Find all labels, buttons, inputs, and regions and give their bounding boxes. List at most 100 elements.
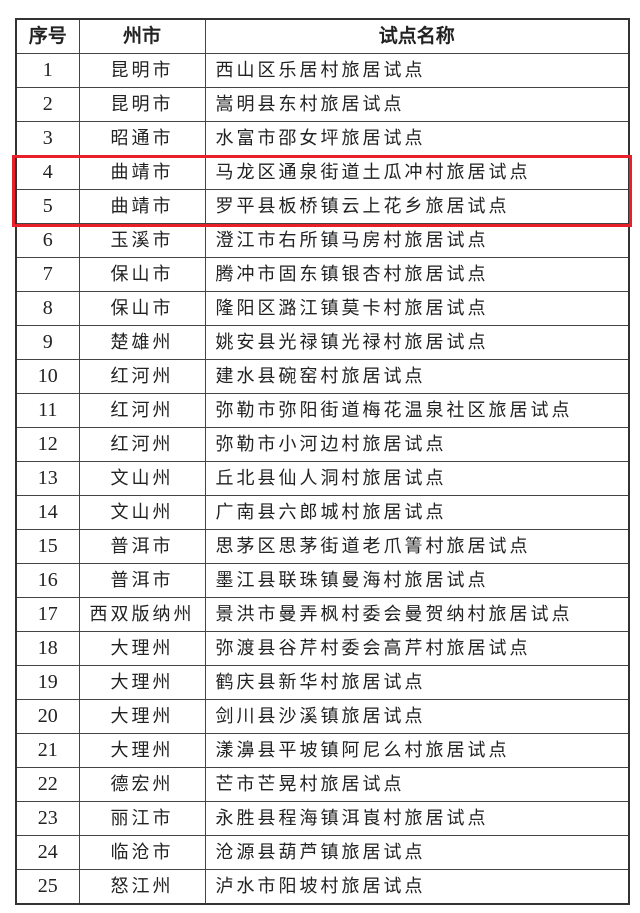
table-row: 23 丽江市 永胜县程海镇洱崀村旅居试点 (15, 801, 630, 836)
table-row: 5 曲靖市 罗平县板桥镇云上花乡旅居试点 (15, 189, 630, 224)
row-index: 12 (15, 427, 80, 462)
row-city: 大理州 (78, 665, 206, 700)
table-row: 14 文山州 广南县六郎城村旅居试点 (15, 495, 630, 530)
row-site-name: 腾冲市固东镇银杏村旅居试点 (204, 257, 630, 292)
table-row: 6 玉溪市 澄江市右所镇马房村旅居试点 (15, 223, 630, 258)
table-row: 10 红河州 建水县碗窑村旅居试点 (15, 359, 630, 394)
row-city: 怒江州 (78, 869, 206, 905)
row-site-name: 建水县碗窑村旅居试点 (204, 359, 630, 394)
row-site-name: 弥渡县谷芹村委会高芹村旅居试点 (204, 631, 630, 666)
row-city: 楚雄州 (78, 325, 206, 360)
row-site-name: 鹤庆县新华村旅居试点 (204, 665, 630, 700)
row-city: 曲靖市 (78, 189, 206, 224)
row-index: 9 (15, 325, 80, 360)
row-index: 4 (15, 155, 80, 190)
row-city: 红河州 (78, 393, 206, 428)
row-city: 普洱市 (78, 563, 206, 598)
row-site-name: 永胜县程海镇洱崀村旅居试点 (204, 801, 630, 836)
row-site-name: 剑川县沙溪镇旅居试点 (204, 699, 630, 734)
row-index: 1 (15, 53, 80, 88)
row-city: 红河州 (78, 427, 206, 462)
row-index: 18 (15, 631, 80, 666)
row-site-name: 芒市芒晃村旅居试点 (204, 767, 630, 802)
row-index: 13 (15, 461, 80, 496)
table-row: 8 保山市 隆阳区潞江镇莫卡村旅居试点 (15, 291, 630, 326)
row-index: 5 (15, 189, 80, 224)
row-city: 丽江市 (78, 801, 206, 836)
row-city: 临沧市 (78, 835, 206, 870)
row-city: 保山市 (78, 291, 206, 326)
row-index: 20 (15, 699, 80, 734)
table-row: 20 大理州 剑川县沙溪镇旅居试点 (15, 699, 630, 734)
row-index: 14 (15, 495, 80, 530)
row-site-name: 泸水市阳坡村旅居试点 (204, 869, 630, 905)
table-row: 7 保山市 腾冲市固东镇银杏村旅居试点 (15, 257, 630, 292)
pilot-sites-table: 序号 州市 试点名称 1 昆明市 西山区乐居村旅居试点 2 昆明市 嵩明县东村旅居试点 3 昭… (15, 18, 630, 905)
row-city: 大理州 (78, 631, 206, 666)
row-site-name: 广南县六郎城村旅居试点 (204, 495, 630, 530)
header-city: 州市 (78, 18, 206, 54)
row-site-name: 罗平县板桥镇云上花乡旅居试点 (204, 189, 630, 224)
row-city: 红河州 (78, 359, 206, 394)
header-index: 序号 (15, 18, 80, 54)
table-row: 15 普洱市 思茅区思茅街道老爪箐村旅居试点 (15, 529, 630, 564)
table-row: 17 西双版纳州 景洪市曼弄枫村委会曼贺纳村旅居试点 (15, 597, 630, 632)
table-row: 24 临沧市 沧源县葫芦镇旅居试点 (15, 835, 630, 870)
row-index: 25 (15, 869, 80, 905)
row-city: 昆明市 (78, 53, 206, 88)
row-site-name: 隆阳区潞江镇莫卡村旅居试点 (204, 291, 630, 326)
table-row: 2 昆明市 嵩明县东村旅居试点 (15, 87, 630, 122)
row-index: 22 (15, 767, 80, 802)
row-index: 6 (15, 223, 80, 258)
table-row: 18 大理州 弥渡县谷芹村委会高芹村旅居试点 (15, 631, 630, 666)
row-index: 24 (15, 835, 80, 870)
row-site-name: 嵩明县东村旅居试点 (204, 87, 630, 122)
row-city: 普洱市 (78, 529, 206, 564)
row-site-name: 漾濞县平坡镇阿尼么村旅居试点 (204, 733, 630, 768)
table-row: 19 大理州 鹤庆县新华村旅居试点 (15, 665, 630, 700)
row-site-name: 景洪市曼弄枫村委会曼贺纳村旅居试点 (204, 597, 630, 632)
row-index: 17 (15, 597, 80, 632)
row-city: 曲靖市 (78, 155, 206, 190)
row-city: 大理州 (78, 699, 206, 734)
row-index: 2 (15, 87, 80, 122)
row-city: 西双版纳州 (78, 597, 206, 632)
row-index: 8 (15, 291, 80, 326)
table-row: 9 楚雄州 姚安县光禄镇光禄村旅居试点 (15, 325, 630, 360)
row-index: 15 (15, 529, 80, 564)
row-site-name: 弥勒市弥阳街道梅花温泉社区旅居试点 (204, 393, 630, 428)
row-site-name: 弥勒市小河边村旅居试点 (204, 427, 630, 462)
table-row: 25 怒江州 泸水市阳坡村旅居试点 (15, 869, 630, 905)
table-row: 3 昭通市 水富市邵女坪旅居试点 (15, 121, 630, 156)
row-index: 23 (15, 801, 80, 836)
row-index: 21 (15, 733, 80, 768)
row-city: 大理州 (78, 733, 206, 768)
row-site-name: 沧源县葫芦镇旅居试点 (204, 835, 630, 870)
row-index: 10 (15, 359, 80, 394)
row-site-name: 思茅区思茅街道老爪箐村旅居试点 (204, 529, 630, 564)
table-row: 11 红河州 弥勒市弥阳街道梅花温泉社区旅居试点 (15, 393, 630, 428)
row-index: 16 (15, 563, 80, 598)
row-city: 玉溪市 (78, 223, 206, 258)
table-header-row: 序号 州市 试点名称 (15, 18, 630, 54)
row-city: 昆明市 (78, 87, 206, 122)
row-index: 3 (15, 121, 80, 156)
row-site-name: 墨江县联珠镇曼海村旅居试点 (204, 563, 630, 598)
row-city: 保山市 (78, 257, 206, 292)
row-site-name: 水富市邵女坪旅居试点 (204, 121, 630, 156)
table-row: 1 昆明市 西山区乐居村旅居试点 (15, 53, 630, 88)
row-city: 德宏州 (78, 767, 206, 802)
header-site-name: 试点名称 (204, 18, 630, 54)
table-row: 4 曲靖市 马龙区通泉街道土瓜冲村旅居试点 (15, 155, 630, 190)
row-city: 文山州 (78, 461, 206, 496)
table-row: 22 德宏州 芒市芒晃村旅居试点 (15, 767, 630, 802)
row-index: 19 (15, 665, 80, 700)
row-site-name: 澄江市右所镇马房村旅居试点 (204, 223, 630, 258)
row-site-name: 马龙区通泉街道土瓜冲村旅居试点 (204, 155, 630, 190)
row-index: 11 (15, 393, 80, 428)
table-row: 13 文山州 丘北县仙人洞村旅居试点 (15, 461, 630, 496)
table-row: 21 大理州 漾濞县平坡镇阿尼么村旅居试点 (15, 733, 630, 768)
row-site-name: 西山区乐居村旅居试点 (204, 53, 630, 88)
table-row: 12 红河州 弥勒市小河边村旅居试点 (15, 427, 630, 462)
row-city: 昭通市 (78, 121, 206, 156)
